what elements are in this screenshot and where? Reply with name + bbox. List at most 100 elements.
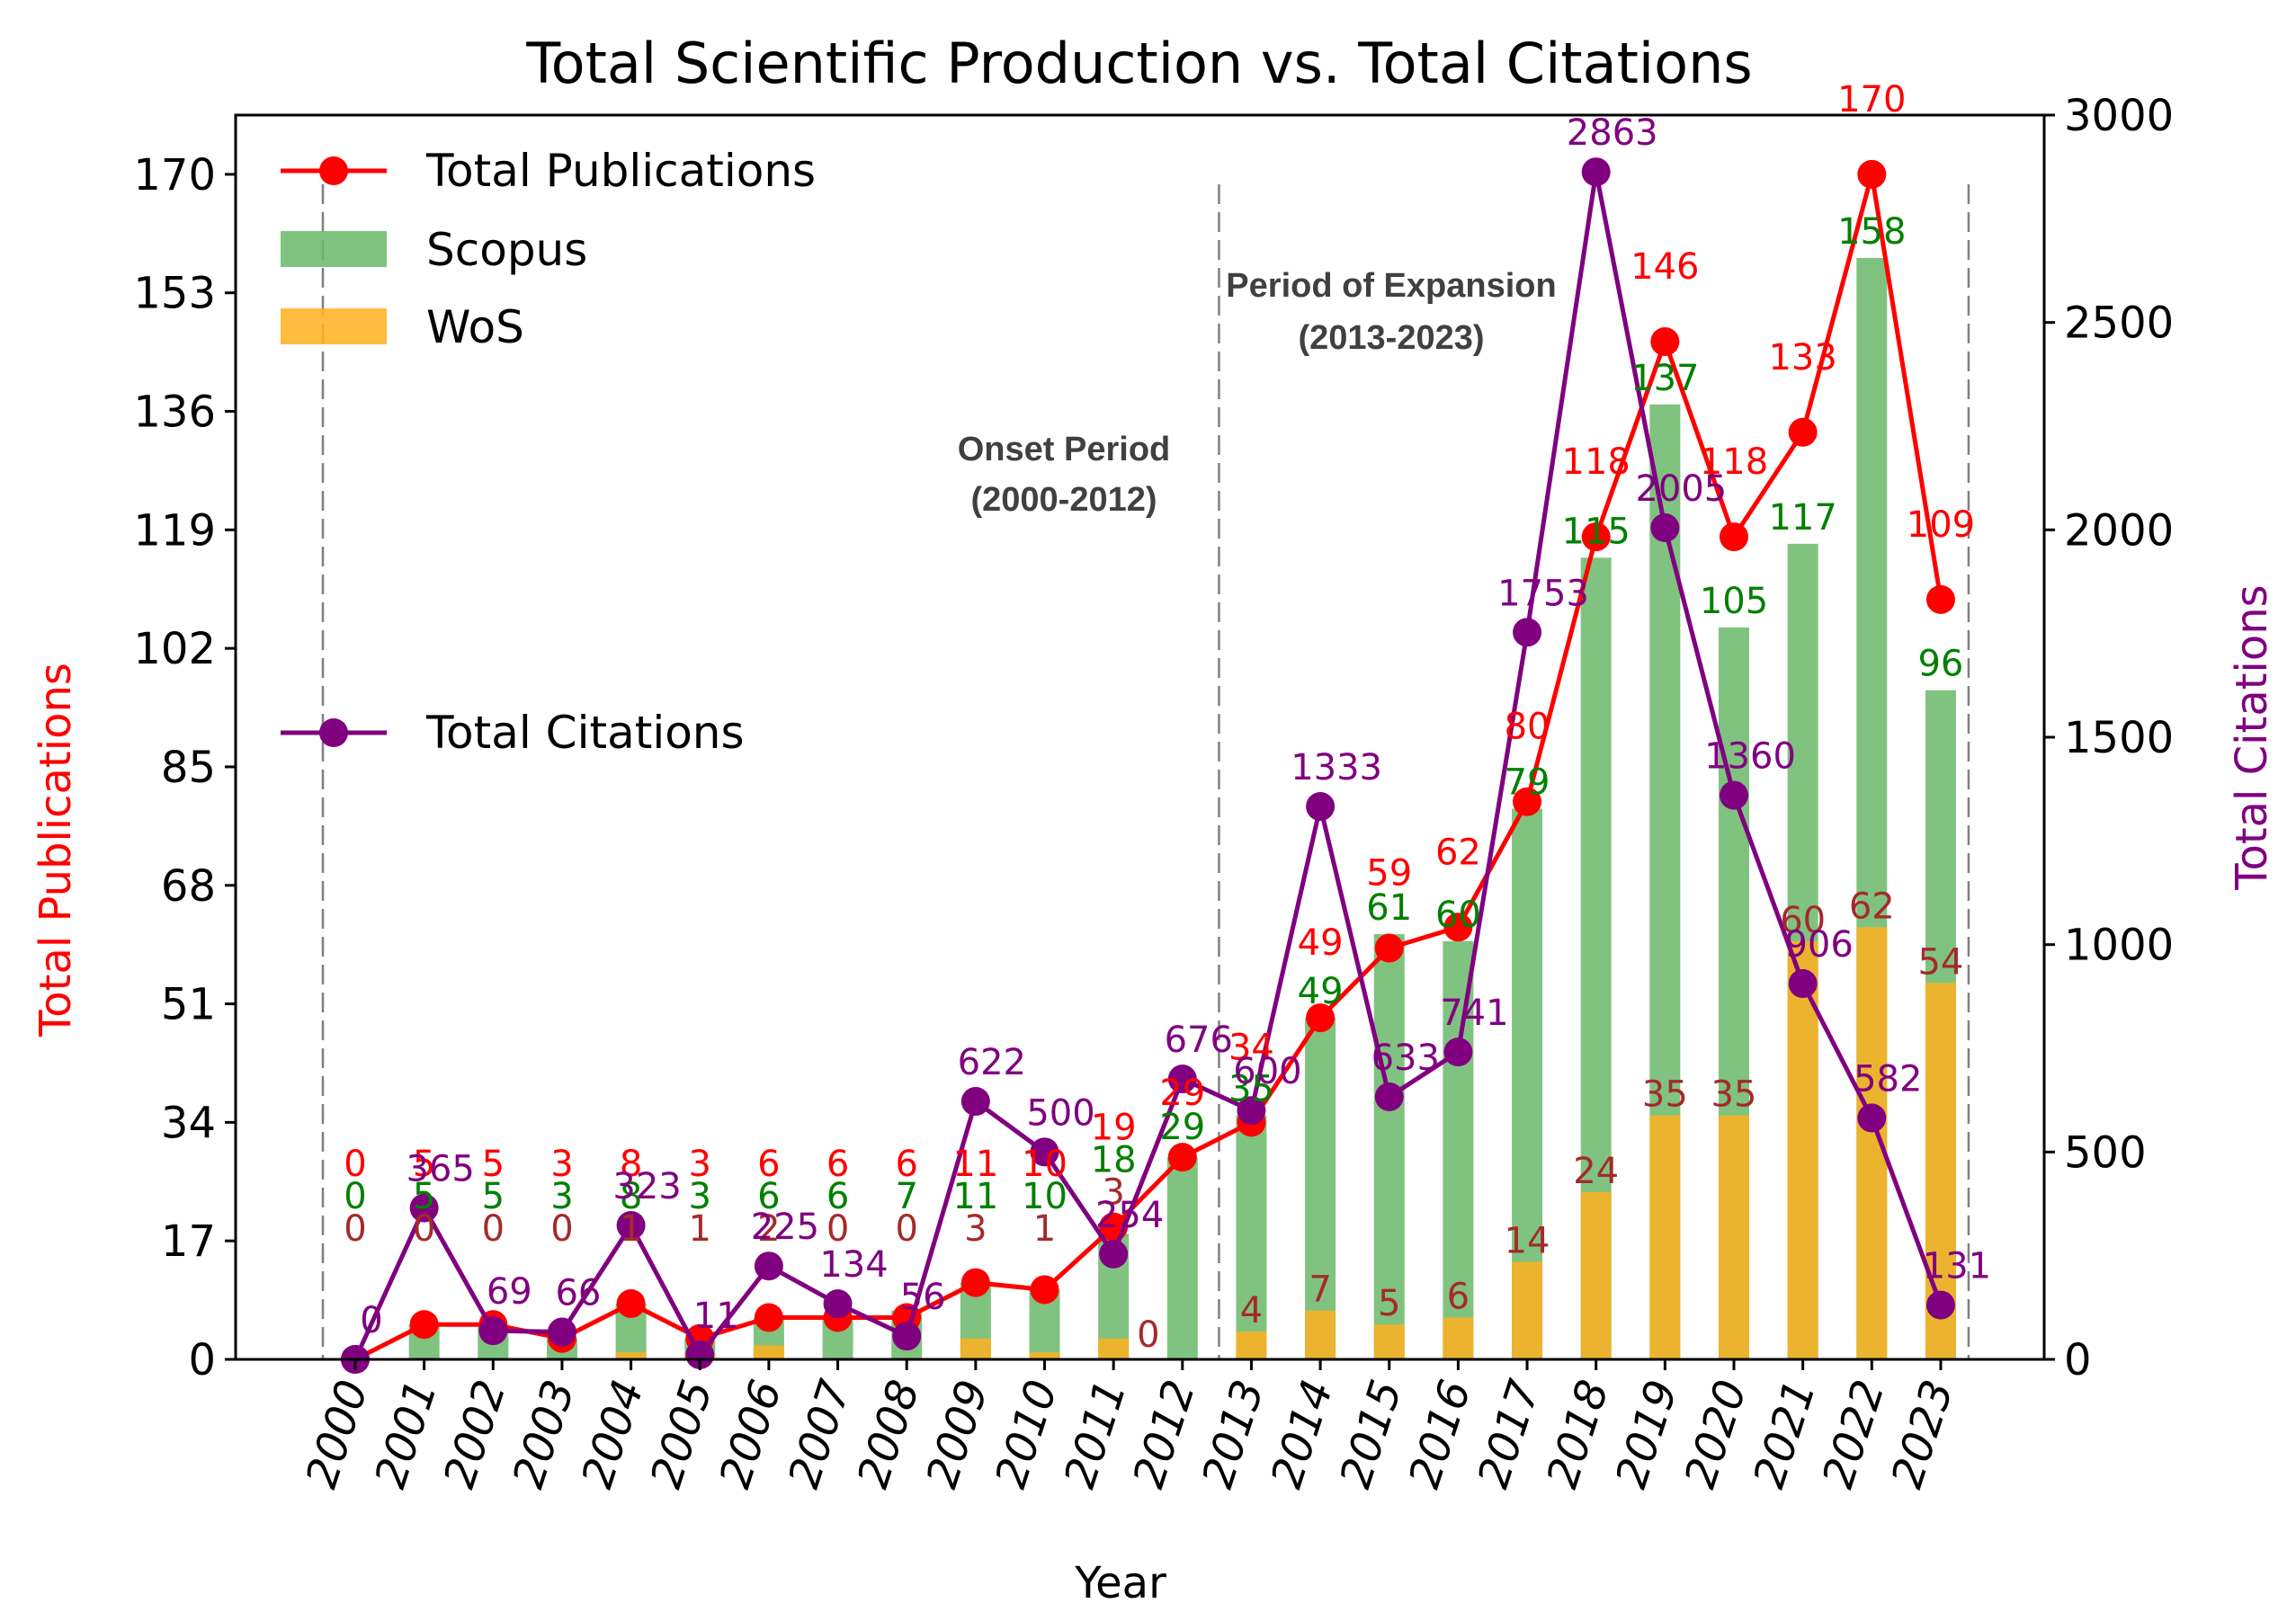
scopus-data-label: 0 xyxy=(344,1176,366,1217)
citations-data-label: 600 xyxy=(1233,1051,1301,1092)
scopus-data-label: 11 xyxy=(952,1176,998,1217)
wos-data-label: 1 xyxy=(620,1208,642,1250)
publications-data-label: 3 xyxy=(550,1144,573,1185)
scopus-data-label: 117 xyxy=(1768,497,1836,539)
citations-data-label: 741 xyxy=(1440,993,1508,1034)
wos-data-label: 14 xyxy=(1505,1220,1550,1261)
publications-data-label: 146 xyxy=(1630,246,1699,288)
wos-data-label: 35 xyxy=(1711,1074,1757,1116)
x-axis-label: Year xyxy=(1074,1558,1166,1608)
publications-point xyxy=(754,1303,783,1332)
scopus-data-label: 115 xyxy=(1562,511,1630,552)
wos-bar xyxy=(1787,940,1818,1359)
left-tick-label: 51 xyxy=(161,980,216,1030)
publications-point xyxy=(1650,326,1680,356)
citations-data-label: 225 xyxy=(751,1207,819,1248)
wos-bar xyxy=(753,1345,784,1359)
scopus-data-label: 49 xyxy=(1298,971,1344,1012)
citations-data-label: 1333 xyxy=(1291,747,1382,788)
scopus-data-label: 158 xyxy=(1837,211,1906,253)
scopus-data-label: 3 xyxy=(550,1176,573,1217)
scopus-data-label: 10 xyxy=(1022,1176,1068,1217)
citations-point xyxy=(1513,618,1542,647)
publications-point xyxy=(1581,522,1611,552)
citations-point xyxy=(616,1210,646,1240)
publications-data-label: 5 xyxy=(482,1144,505,1185)
publications-data-label: 118 xyxy=(1562,441,1630,483)
legend-citations-label: Total Citations xyxy=(425,707,745,759)
scopus-data-label: 3 xyxy=(689,1176,711,1217)
citations-point xyxy=(547,1317,576,1347)
right-tick-label: 1500 xyxy=(2064,713,2174,763)
wos-bar xyxy=(1512,1261,1543,1359)
citations-data-label: 323 xyxy=(612,1166,681,1207)
citations-data-label: 11 xyxy=(693,1296,739,1337)
wos-data-label: 0 xyxy=(344,1208,366,1250)
citations-point xyxy=(892,1322,922,1351)
publications-line xyxy=(353,174,1943,1362)
publications-point xyxy=(1443,913,1473,942)
citations-point xyxy=(1374,1082,1404,1111)
publications-data-label: 8 xyxy=(620,1144,642,1185)
wos-data-label: 0 xyxy=(550,1208,573,1250)
scopus-data-label: 79 xyxy=(1505,762,1550,803)
period-title: Onset Period xyxy=(958,431,1171,468)
scopus-data-label: 18 xyxy=(1091,1140,1137,1181)
x-tick-label: 2023 xyxy=(1881,1374,1963,1493)
publications-point xyxy=(1167,1143,1197,1172)
citations-point xyxy=(1099,1239,1129,1269)
wos-bar xyxy=(1443,1317,1474,1359)
right-tick-label: 2000 xyxy=(2064,505,2174,556)
left-y-axis-label: Total Publications xyxy=(31,663,81,1038)
citations-point xyxy=(1788,969,1818,999)
publications-data-label: 10 xyxy=(1022,1144,1068,1185)
wos-data-label: 0 xyxy=(482,1208,505,1250)
citations-data-label: 0 xyxy=(360,1300,382,1341)
right-tick-label: 2500 xyxy=(2064,298,2174,349)
wos-data-label: 0 xyxy=(413,1208,435,1250)
publications-data-label: 29 xyxy=(1159,1073,1205,1114)
publications-point xyxy=(1374,933,1404,963)
publications-point xyxy=(1030,1275,1059,1305)
citations-point xyxy=(1306,792,1336,822)
wos-bar xyxy=(1649,1115,1681,1359)
citations-point xyxy=(1581,157,1611,187)
citations-data-label: 676 xyxy=(1165,1020,1233,1061)
citations-data-label: 582 xyxy=(1854,1059,1922,1100)
citations-data-label: 2863 xyxy=(1567,112,1658,154)
publications-data-label: 6 xyxy=(895,1144,917,1185)
legend-publications-label: Total Publications xyxy=(425,145,816,197)
citations-point xyxy=(960,1087,990,1117)
left-tick-label: 119 xyxy=(133,505,216,556)
left-tick-label: 34 xyxy=(161,1098,216,1148)
citations-data-label: 56 xyxy=(900,1277,946,1318)
wos-data-label: 5 xyxy=(1378,1283,1400,1324)
citations-point xyxy=(1720,780,1748,810)
wos-data-label: 35 xyxy=(1642,1074,1688,1116)
citations-data-label: 254 xyxy=(1095,1195,1164,1236)
wos-data-label: 0 xyxy=(1137,1314,1159,1356)
legend-wos-swatch xyxy=(281,308,387,344)
publications-data-label: 6 xyxy=(757,1144,780,1185)
publications-data-label: 118 xyxy=(1700,441,1768,483)
wos-data-label: 7 xyxy=(1309,1269,1331,1311)
citations-line xyxy=(353,171,1943,1361)
publications-data-label: 62 xyxy=(1435,832,1481,873)
citations-point xyxy=(409,1193,439,1223)
scopus-bar xyxy=(1305,1018,1336,1359)
citations-data-label: 1360 xyxy=(1704,736,1796,778)
right-tick-label: 0 xyxy=(2064,1335,2092,1385)
citations-data-label: 2005 xyxy=(1635,468,1727,510)
citations-data-label: 622 xyxy=(958,1042,1026,1083)
wos-data-label: 1 xyxy=(689,1208,711,1250)
scopus-data-label: 6 xyxy=(826,1176,849,1217)
citations-point xyxy=(478,1316,508,1346)
publications-data-label: 19 xyxy=(1091,1108,1137,1149)
publications-data-label: 0 xyxy=(344,1144,366,1185)
right-tick-label: 3000 xyxy=(2064,91,2174,141)
legend-citations-marker xyxy=(319,718,348,747)
wos-bar xyxy=(1719,1115,1749,1359)
publications-point xyxy=(1925,584,1955,614)
wos-bar xyxy=(1305,1310,1336,1359)
wos-data-label: 3 xyxy=(1102,1172,1124,1214)
